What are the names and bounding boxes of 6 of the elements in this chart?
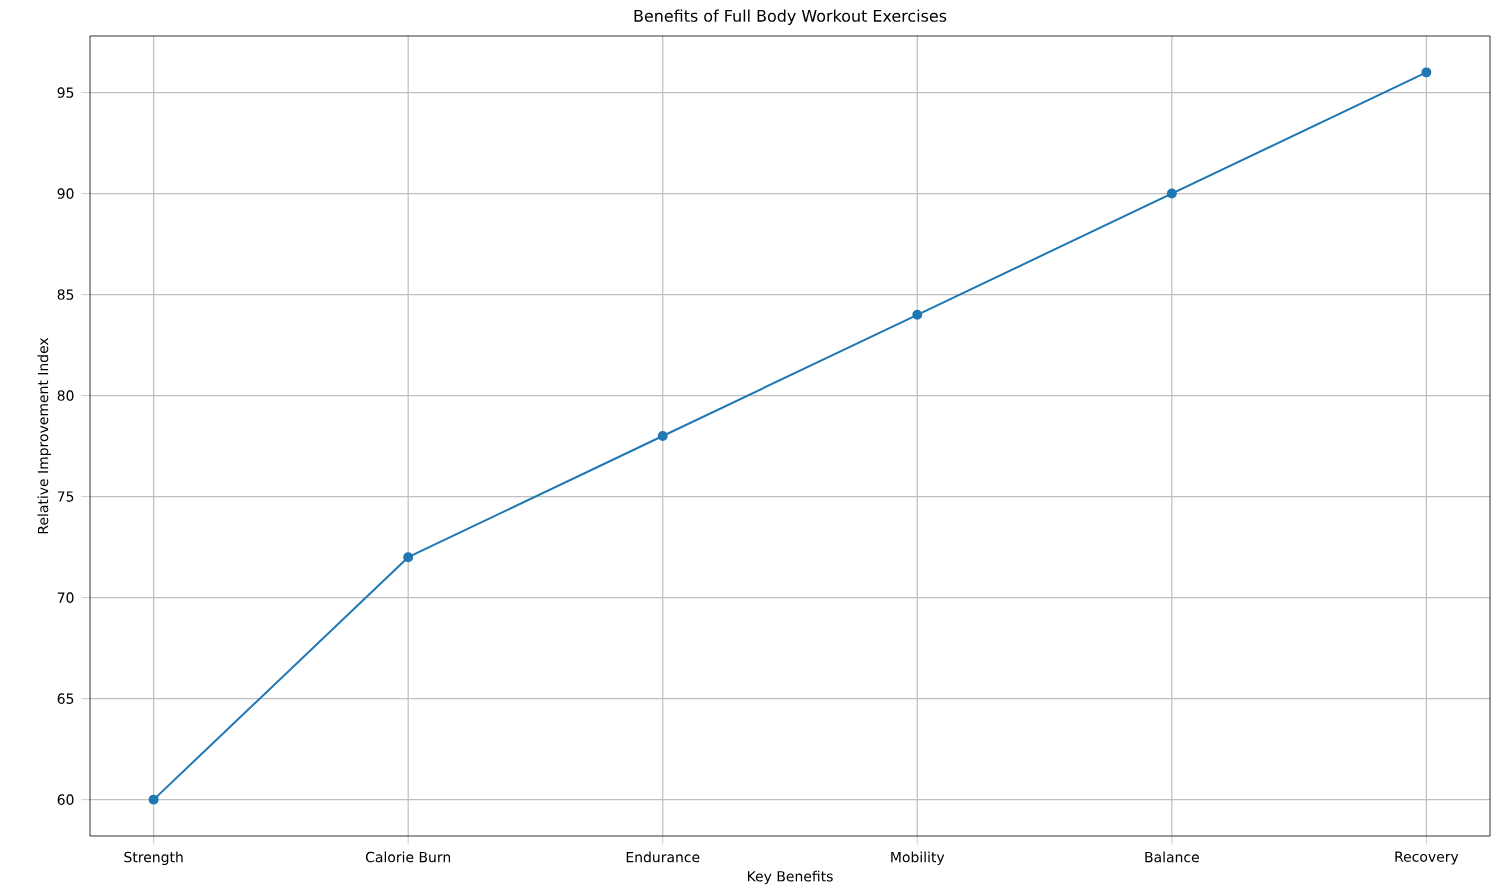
point (148, 794, 159, 805)
point (1421, 67, 1432, 78)
point (403, 552, 414, 563)
point (1166, 188, 1177, 199)
point (657, 431, 668, 441)
point (912, 309, 923, 320)
